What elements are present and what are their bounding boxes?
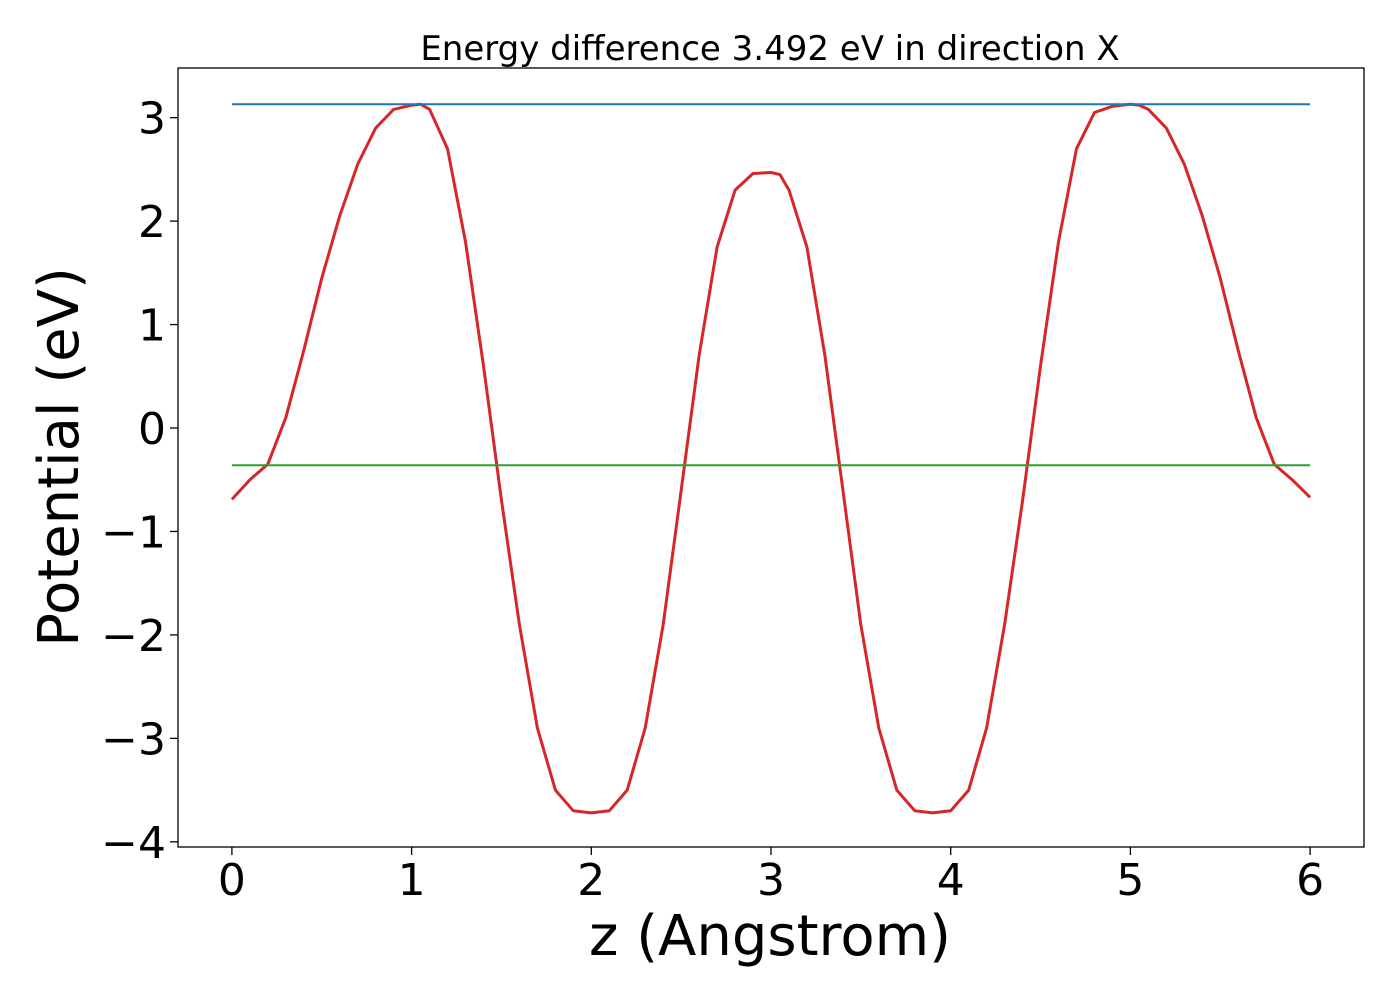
axes-frame: [177, 67, 1365, 848]
x-tick-label: 3: [757, 855, 785, 906]
x-axis-label: z (Angstrom): [589, 904, 951, 969]
y-tick-label: −4: [101, 818, 166, 869]
series-line-0: [230, 102, 1312, 815]
y-tick-label: −2: [101, 611, 166, 662]
y-tick-label: 0: [138, 404, 166, 455]
y-tick-label: −1: [101, 507, 166, 558]
chart-title: Energy difference 3.492 eV in direction …: [420, 29, 1119, 69]
x-tick-label: 6: [1296, 855, 1324, 906]
y-tick-label: 2: [138, 197, 166, 248]
x-tick-label: 2: [577, 855, 605, 906]
y-axis-label: Potential (eV): [27, 267, 92, 647]
x-tick-label: 5: [1116, 855, 1144, 906]
y-tick-label: −3: [101, 714, 166, 765]
x-tick-label: 4: [937, 855, 965, 906]
y-tick-label: 3: [138, 94, 166, 145]
x-tick-label: 0: [218, 855, 246, 906]
x-tick-label: 1: [398, 855, 426, 906]
y-tick-label: 1: [138, 301, 166, 352]
plot-area: 0 1 2 3 4 5 6 −4 −3 −2 −1 0 1 2 3: [101, 67, 1365, 906]
